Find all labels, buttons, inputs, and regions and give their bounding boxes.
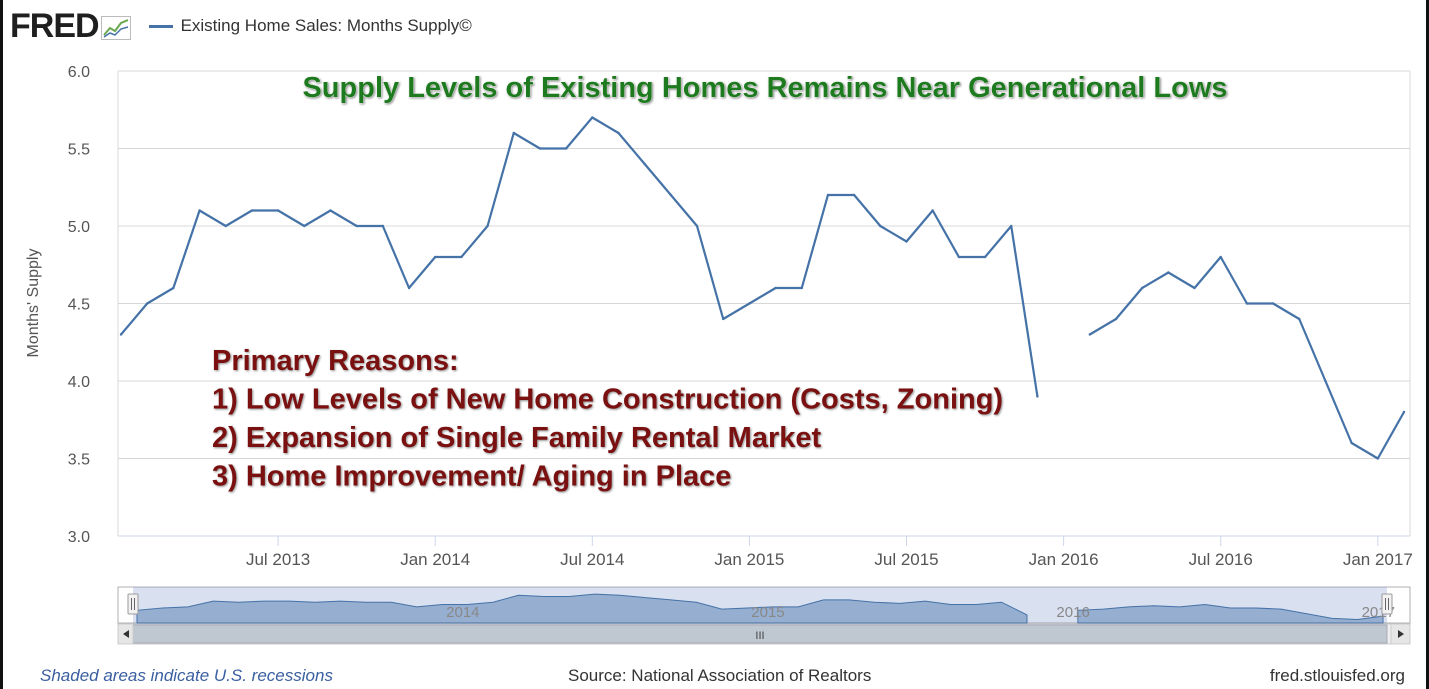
data-point xyxy=(1036,395,1039,398)
x-tick-label: Jan 2014 xyxy=(400,550,470,569)
data-point xyxy=(617,131,620,135)
series-title[interactable]: Existing Home Sales: Months Supply© xyxy=(180,16,472,35)
data-point xyxy=(774,286,777,290)
chart-area: 3.0 3.5 4.0 4.5 5.0 5.5 6.0 Months' Supply Jul… xyxy=(25,64,1413,645)
chart-header: FRED Existing Home Sales: Months Supply© xyxy=(10,6,472,46)
navigator-right-handle[interactable] xyxy=(1381,593,1393,615)
navigator-year-label: 2014 xyxy=(446,604,479,621)
left-frame-border xyxy=(0,0,3,689)
navigator-series-area xyxy=(136,593,1028,624)
data-point xyxy=(538,147,542,150)
data-point xyxy=(983,255,987,259)
y-tick-label: 5.5 xyxy=(68,142,90,159)
data-point xyxy=(1088,333,1091,336)
data-point xyxy=(355,224,358,228)
y-tick-label: 4.0 xyxy=(68,374,90,391)
recession-note: Shaded areas indicate U.S. recessions xyxy=(40,666,333,685)
data-point xyxy=(1271,302,1275,305)
x-axis: Jul 2013 Jan 2014 Jul 2014 Jan 2015 Jul 2015… xyxy=(118,535,1413,569)
navigator-selected-range xyxy=(133,587,1387,623)
data-point xyxy=(564,147,568,150)
data-point xyxy=(800,286,803,290)
data-point xyxy=(1010,224,1013,228)
x-tick-label: Jul 2015 xyxy=(874,550,938,569)
navigator-year-label: 2016 xyxy=(1056,604,1089,621)
right-frame-border xyxy=(1426,0,1429,689)
data-point xyxy=(591,116,594,119)
data-point xyxy=(1167,271,1170,274)
fred-logo[interactable]: FRED xyxy=(10,6,100,45)
x-tick-label: Jul 2014 xyxy=(560,550,624,569)
data-point xyxy=(434,255,437,259)
navigator-series-area xyxy=(1077,604,1384,624)
data-point xyxy=(879,224,882,228)
data-points xyxy=(119,116,1406,460)
y-tick-label: 5.0 xyxy=(68,219,90,236)
data-point xyxy=(460,255,463,259)
y-axis-label: Months' Supply xyxy=(25,249,42,358)
data-point xyxy=(1376,457,1380,460)
arrow-left-icon xyxy=(123,630,129,638)
data-point xyxy=(669,193,673,197)
source-note: Source: National Association of Realtors xyxy=(568,666,872,685)
data-point xyxy=(1193,286,1196,290)
x-tick-label: Jan 2017 xyxy=(1343,550,1413,569)
data-point xyxy=(722,317,725,321)
data-point xyxy=(1114,317,1118,321)
data-point xyxy=(224,224,227,228)
navigator-left-handle[interactable] xyxy=(127,593,139,615)
y-tick-label: 3.5 xyxy=(68,452,90,469)
data-point xyxy=(1245,302,1249,305)
data-point xyxy=(198,209,201,212)
data-point xyxy=(643,162,646,166)
data-point xyxy=(1324,379,1327,383)
data-point xyxy=(276,209,280,212)
data-point xyxy=(250,209,254,212)
y-tick-label: 3.0 xyxy=(68,529,90,546)
legend-line-swatch xyxy=(148,24,173,28)
headline-annotation: Supply Levels of Existing Homes Remains … xyxy=(302,72,1227,104)
data-point xyxy=(486,224,489,228)
data-point xyxy=(381,224,385,228)
data-point xyxy=(512,131,515,135)
y-tick-label: 6.0 xyxy=(68,64,90,81)
data-point xyxy=(303,224,306,228)
data-point xyxy=(1350,441,1353,445)
reasons-annotation-line: 3) Home Improvement/ Aging in Place xyxy=(212,461,731,493)
reasons-annotation-line: Primary Reasons: xyxy=(212,345,459,377)
navigator-year-label: 2015 xyxy=(751,604,784,621)
data-point xyxy=(852,193,856,197)
chart-line-icon xyxy=(100,16,131,40)
data-point xyxy=(1402,410,1406,414)
data-point xyxy=(748,302,751,305)
site-link[interactable]: fred.stlouisfed.org xyxy=(1269,666,1405,685)
annotations: Supply Levels of Existing Homes Remains … xyxy=(212,72,1228,493)
scrollbar-grip: III xyxy=(755,630,764,642)
arrow-right-icon xyxy=(1398,630,1404,638)
data-point xyxy=(1219,255,1222,259)
data-point xyxy=(119,333,123,336)
y-axis-ticks: 3.0 3.5 4.0 4.5 5.0 5.5 6.0 xyxy=(68,64,90,546)
data-point xyxy=(329,209,332,212)
series-line xyxy=(120,116,1039,397)
data-point xyxy=(905,240,908,243)
data-point xyxy=(172,286,175,290)
x-tick-label: Jan 2016 xyxy=(1029,550,1099,569)
y-tick-label: 4.5 xyxy=(68,297,90,314)
data-point xyxy=(826,193,830,197)
data-point xyxy=(407,286,411,290)
reasons-annotation-line: 2) Expansion of Single Family Rental Mar… xyxy=(212,422,821,454)
x-tick-label: Jul 2016 xyxy=(1189,550,1253,569)
data-point xyxy=(695,224,699,228)
data-point xyxy=(957,255,961,259)
data-point xyxy=(145,302,149,305)
x-tick-label: Jan 2015 xyxy=(714,550,784,569)
series-line xyxy=(1089,255,1405,460)
data-point xyxy=(931,209,934,212)
x-tick-label: Jul 2013 xyxy=(246,550,310,569)
data-point xyxy=(1298,317,1301,321)
data-point xyxy=(1140,286,1144,290)
reasons-annotation-line: 1) Low Levels of New Home Construction (… xyxy=(212,384,1003,416)
